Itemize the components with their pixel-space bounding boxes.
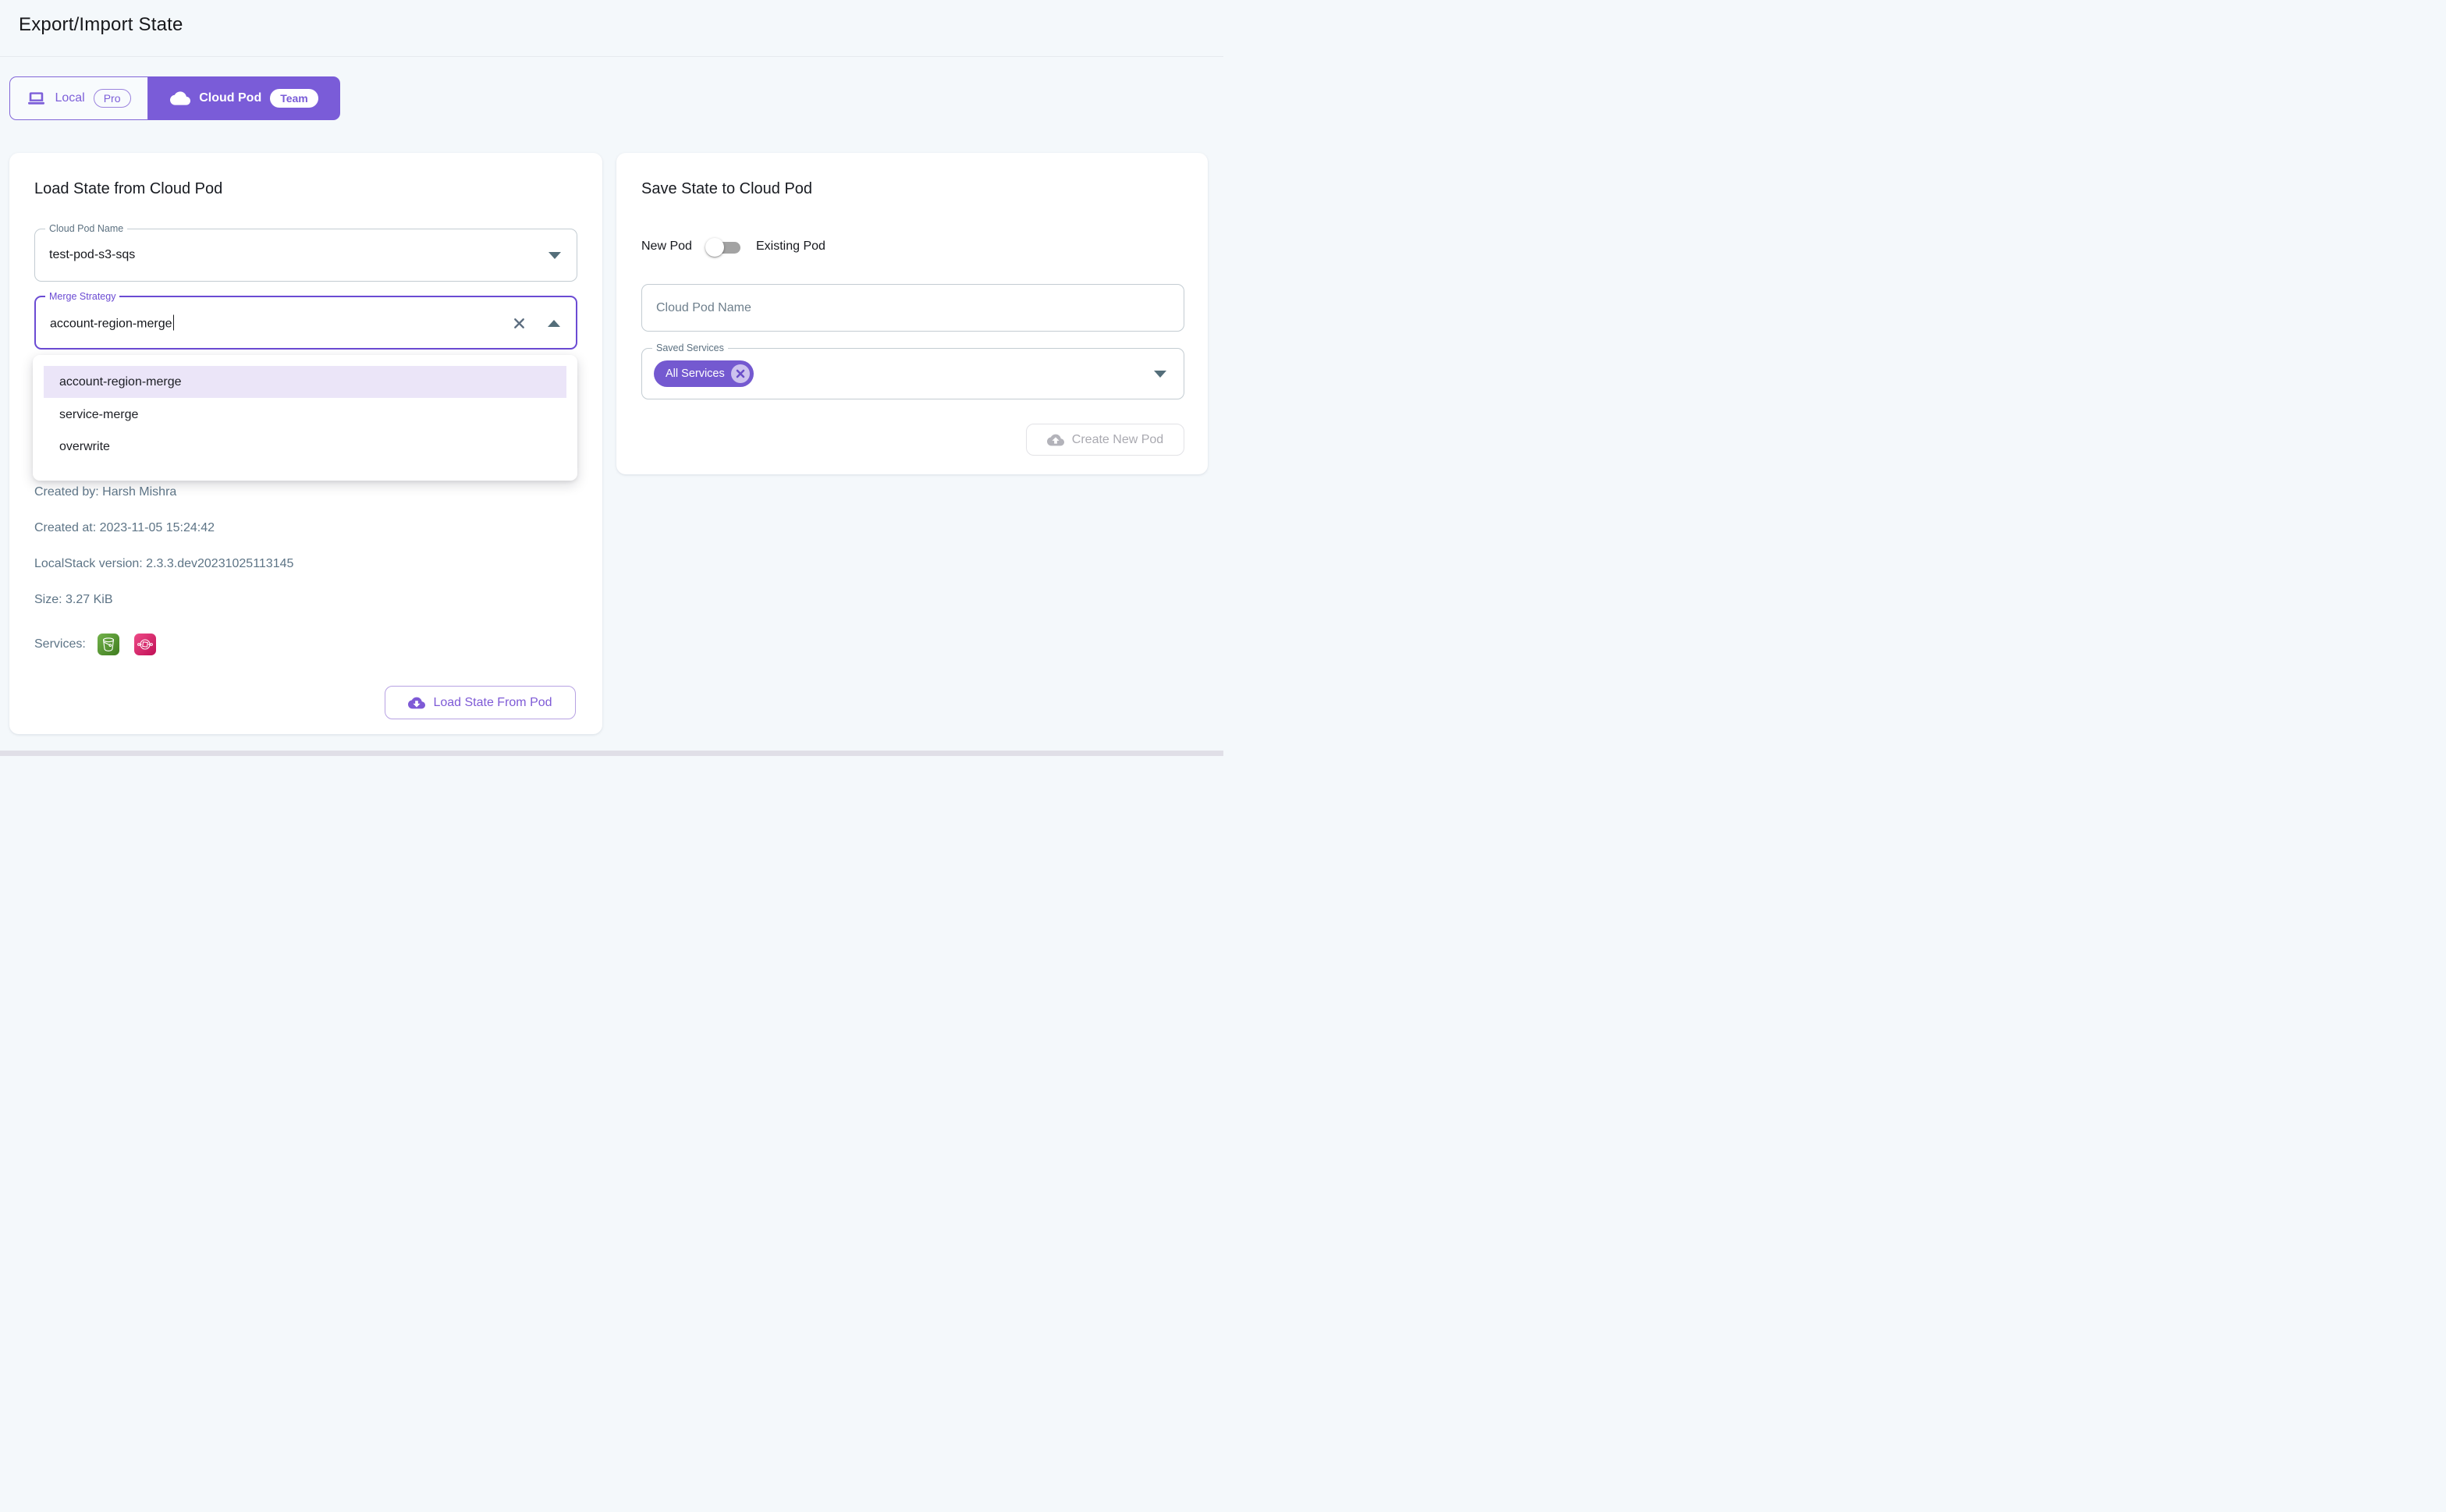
load-pod-name-value: test-pod-s3-sqs xyxy=(49,248,136,261)
meta-created-by: Created by: Harsh Mishra xyxy=(34,485,177,499)
chevron-down-icon[interactable] xyxy=(1154,371,1166,378)
s3-service-icon xyxy=(98,634,119,655)
option-overwrite[interactable]: overwrite xyxy=(59,439,110,453)
export-import-state-page: Export/Import State Local Pro Cloud Pod … xyxy=(0,0,1223,756)
load-card-title: Load State from Cloud Pod xyxy=(34,180,223,197)
option-service-merge[interactable]: service-merge xyxy=(59,407,139,421)
save-card-title: Save State to Cloud Pod xyxy=(641,180,813,197)
save-pod-name-placeholder: Cloud Pod Name xyxy=(656,300,751,314)
services-label: Services: xyxy=(34,637,86,651)
mode-tab-group: Local Pro Cloud Pod Team xyxy=(9,76,340,120)
option-account-region-merge[interactable]: account-region-merge xyxy=(44,366,566,398)
meta-size: Size: 3.27 KiB xyxy=(34,593,113,606)
tab-local[interactable]: Local Pro xyxy=(9,76,148,120)
cloud-download-icon xyxy=(408,694,426,712)
merge-strategy-listbox: account-region-merge service-merge overw… xyxy=(33,355,577,481)
header-divider xyxy=(0,56,1223,57)
load-pod-name-select[interactable]: Cloud Pod Name test-pod-s3-sqs xyxy=(34,222,577,282)
all-services-chip-label: All Services xyxy=(666,367,725,380)
merge-strategy-label: Merge Strategy xyxy=(45,290,120,303)
tab-local-label: Local xyxy=(55,91,85,105)
create-new-pod-button[interactable]: Create New Pod xyxy=(1026,424,1184,456)
new-pod-label: New Pod xyxy=(641,240,692,253)
meta-version: LocalStack version: 2.3.3.dev20231025113… xyxy=(34,557,294,570)
chip-delete-icon[interactable] xyxy=(730,364,750,383)
chevron-up-icon[interactable] xyxy=(548,320,560,327)
horizontal-scrollbar[interactable] xyxy=(0,751,1223,756)
tab-cloud-pod[interactable]: Cloud Pod Team xyxy=(148,76,340,120)
page-title: Export/Import State xyxy=(19,14,183,35)
pod-type-switch[interactable] xyxy=(705,237,744,257)
clear-icon[interactable] xyxy=(511,315,527,332)
pro-badge: Pro xyxy=(93,89,131,108)
text-caret xyxy=(172,314,175,330)
switch-thumb xyxy=(705,238,724,257)
load-button-label: Load State From Pod xyxy=(433,695,552,709)
chevron-down-icon[interactable] xyxy=(548,252,561,259)
cloud-upload-icon xyxy=(1046,431,1064,449)
saved-services-label: Saved Services xyxy=(652,342,728,355)
load-state-from-pod-button[interactable]: Load State From Pod xyxy=(385,686,576,719)
existing-pod-label: Existing Pod xyxy=(756,240,825,253)
merge-strategy-combobox[interactable]: Merge Strategy account-region-merge xyxy=(34,290,577,350)
all-services-chip[interactable]: All Services xyxy=(654,360,754,387)
team-badge: Team xyxy=(270,89,318,108)
meta-created-at: Created at: 2023-11-05 15:24:42 xyxy=(34,521,215,534)
load-pod-name-label: Cloud Pod Name xyxy=(45,222,128,236)
save-pod-name-input[interactable]: Cloud Pod Name xyxy=(641,284,1184,332)
cloud-icon xyxy=(170,88,191,108)
merge-strategy-value: account-region-merge xyxy=(50,314,175,331)
laptop-icon xyxy=(27,89,46,108)
create-button-label: Create New Pod xyxy=(1071,432,1164,446)
sqs-service-icon xyxy=(134,634,156,655)
tab-cloud-pod-label: Cloud Pod xyxy=(199,91,262,105)
